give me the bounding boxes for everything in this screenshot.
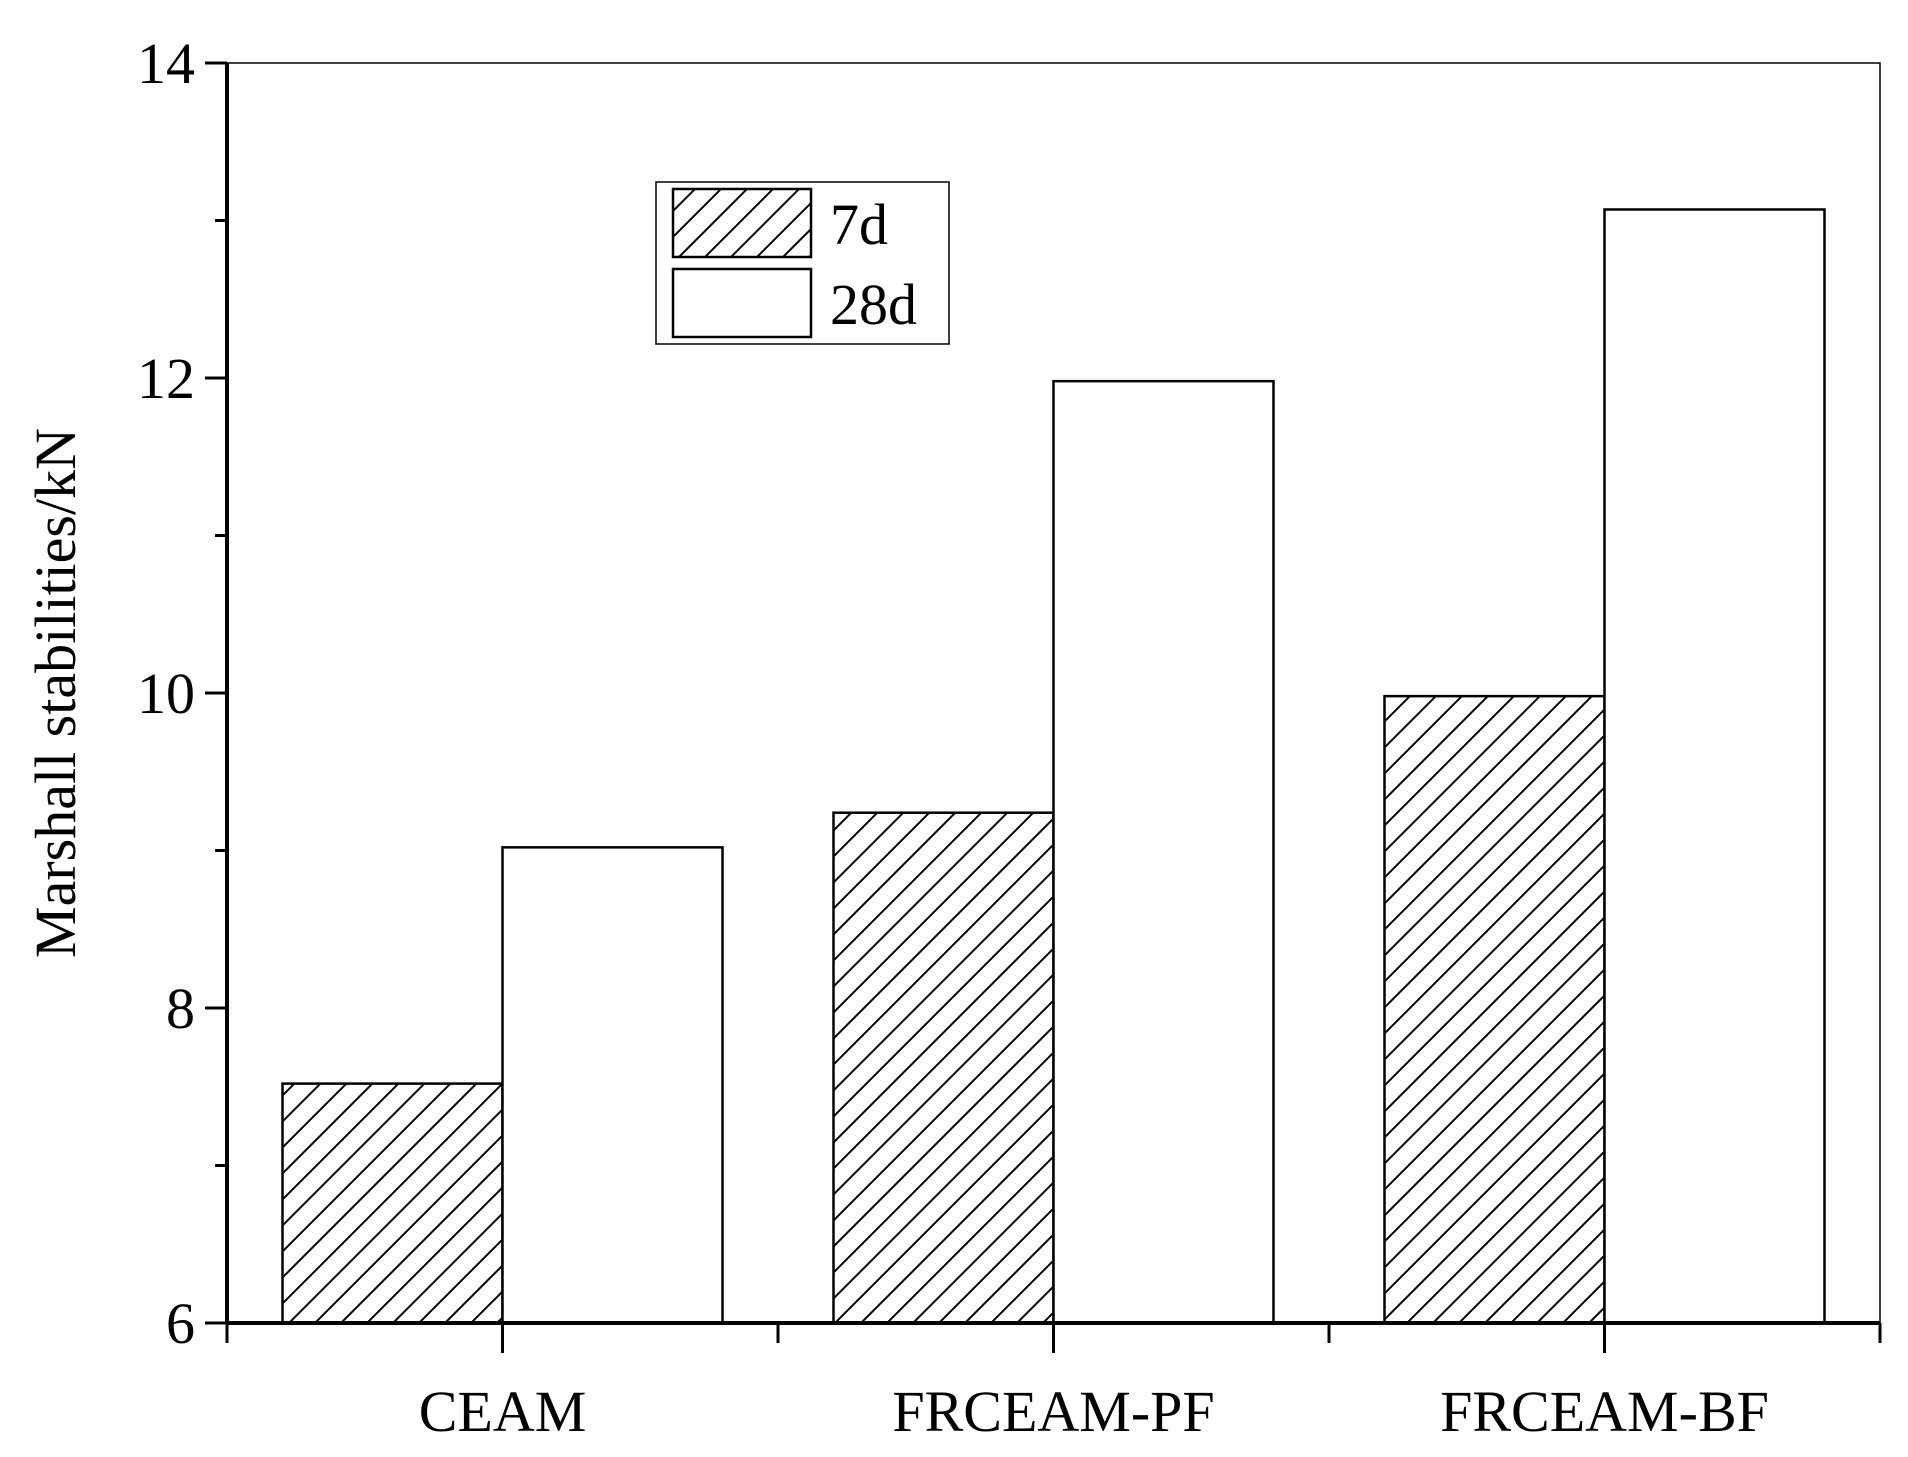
bar-28d-frceam-pf (1052, 379, 1275, 1325)
legend: 7d 28d (655, 181, 950, 345)
y-tick-label: 6 (166, 1291, 195, 1356)
y-tick-label: 10 (137, 661, 195, 726)
y-tick-label: 8 (166, 976, 195, 1041)
y-ticks: 6 8 10 12 14 (137, 31, 227, 1356)
bar-28d-ceam (501, 846, 724, 1325)
y-tick-label: 14 (137, 31, 195, 96)
legend-swatch-7d (671, 187, 813, 259)
bar-7d-frceam-pf (832, 811, 1055, 1325)
y-tick-label: 12 (137, 346, 195, 411)
x-category-label: CEAM (419, 1379, 587, 1444)
bar-7d-ceam (281, 1082, 504, 1325)
y-axis-label: Marshall stabilities/kN (23, 428, 88, 958)
legend-swatch-28d (671, 267, 813, 339)
legend-label-7d: 7d (830, 192, 888, 257)
legend-label-28d: 28d (830, 272, 917, 337)
x-ticks: CEAM FRCEAM-PF FRCEAM-BF (225, 1323, 1882, 1444)
bar-28d-frceam-bf (1603, 208, 1826, 1325)
bars-layer (281, 208, 1826, 1325)
x-category-label: FRCEAM-BF (1440, 1379, 1769, 1444)
bar-7d-frceam-bf (1383, 694, 1606, 1325)
x-category-label: FRCEAM-PF (892, 1379, 1214, 1444)
